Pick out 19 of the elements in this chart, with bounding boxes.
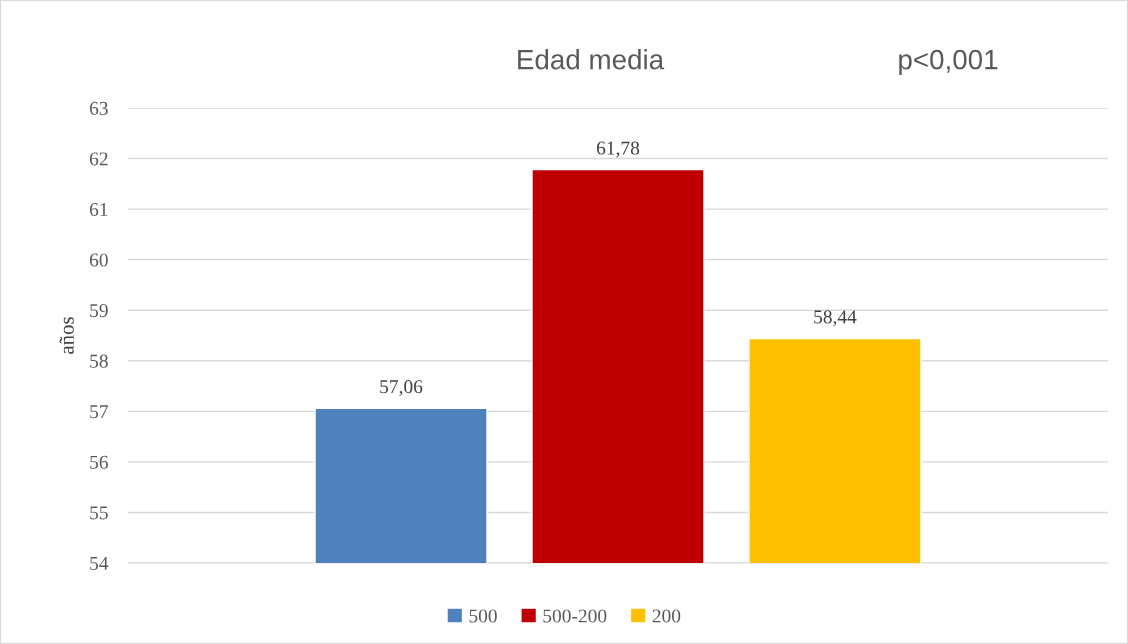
y-tick-label: 60 (89, 253, 108, 267)
y-tick-label: 56 (90, 455, 108, 469)
y-tick-label: 55 (90, 506, 108, 520)
text: p<0,001 (899, 49, 998, 75)
data-label: 58,44 (814, 310, 857, 327)
legend-label: 500 (469, 609, 497, 623)
y-tick-label: 63 (89, 101, 108, 115)
chart-title: Edad media (518, 49, 665, 70)
data-label: 61,78 (596, 141, 640, 158)
y-axis-title: años (59, 317, 74, 354)
y-tick-label: 61 (89, 202, 108, 217)
legend-label: 500-200 (543, 609, 607, 623)
y-tick-label: 58 (90, 354, 108, 368)
legend-label: 200 (652, 609, 681, 623)
y-tick-label: 59 (90, 304, 108, 318)
y-tick-label: 54 (90, 556, 109, 570)
y-tick-label: 62 (89, 152, 108, 166)
y-tick-label: 57 (90, 405, 108, 419)
data-label: 57,06 (380, 380, 423, 397)
